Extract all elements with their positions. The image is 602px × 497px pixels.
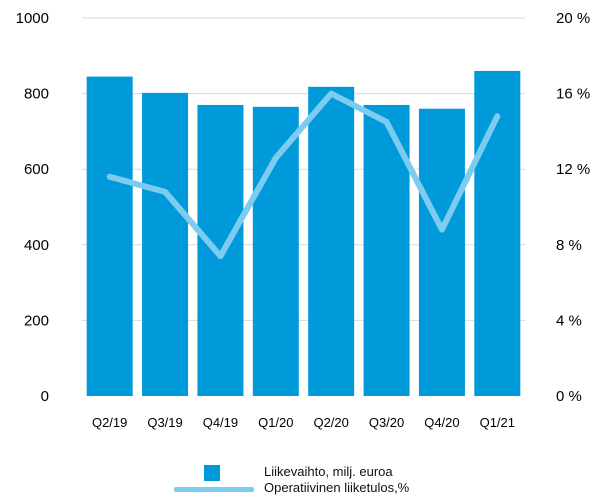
line-series <box>106 90 501 260</box>
bar <box>86 76 133 396</box>
bar <box>252 106 299 396</box>
legend: Liikevaihto, milj. euroa Operatiivinen l… <box>174 464 494 496</box>
left-axis-ticks: 0 200 400 600 800 1000 <box>16 10 49 405</box>
left-tick-label: 0 <box>41 388 49 405</box>
legend-label-line: Operatiivinen liiketulos,% <box>264 480 410 495</box>
category-label: Q4/19 <box>203 415 238 430</box>
category-label: Q2/19 <box>92 415 127 430</box>
left-tick-label: 600 <box>24 161 49 178</box>
right-tick-label: 4 % <box>556 312 582 329</box>
category-label: Q3/20 <box>369 415 404 430</box>
bar <box>418 108 465 396</box>
category-label: Q4/20 <box>424 415 459 430</box>
left-tick-label: 400 <box>24 237 49 254</box>
category-label: Q2/20 <box>313 415 348 430</box>
left-tick-label: 1000 <box>16 10 49 27</box>
right-tick-label: 12 % <box>556 161 590 178</box>
category-label: Q1/20 <box>258 415 293 430</box>
bar <box>142 92 189 397</box>
category-labels: Q2/19 Q3/19 Q4/19 Q1/20 Q2/20 Q3/20 Q4/20 Q1/21 <box>92 415 515 430</box>
bar <box>474 70 521 397</box>
category-label: Q1/21 <box>480 415 515 430</box>
left-tick-label: 800 <box>24 86 49 103</box>
legend-item-bar: Liikevaihto, milj. euroa <box>174 464 494 481</box>
legend-swatch-bar <box>204 465 220 481</box>
bar <box>308 86 355 397</box>
right-tick-label: 16 % <box>556 86 590 103</box>
right-tick-label: 8 % <box>556 237 582 254</box>
legend-label-bar: Liikevaihto, milj. euroa <box>264 464 393 479</box>
legend-item-line: Operatiivinen liiketulos,% <box>174 480 494 496</box>
series-line <box>106 90 501 260</box>
left-tick-label: 200 <box>24 312 49 329</box>
category-label: Q3/19 <box>147 415 182 430</box>
right-axis-ticks: 0 % 4 % 8 % 12 % 16 % 20 % <box>556 10 590 405</box>
right-tick-label: 0 % <box>556 388 582 405</box>
bar-series <box>86 70 521 397</box>
right-tick-label: 20 % <box>556 10 590 27</box>
legend-swatch-line <box>174 487 254 492</box>
